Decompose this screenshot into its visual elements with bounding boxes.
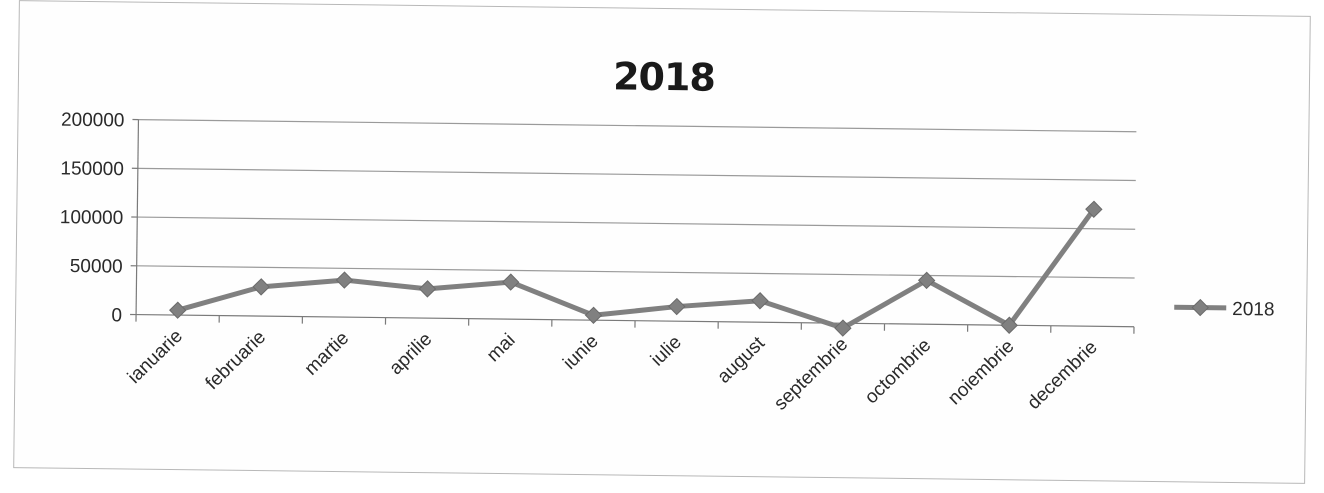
data-point xyxy=(834,319,852,337)
x-tick-label: februarie xyxy=(202,327,270,394)
data-point xyxy=(917,271,936,290)
legend-label: 2018 xyxy=(1232,299,1275,321)
x-tick-label: iunie xyxy=(559,331,602,374)
x-tick-label: septembrie xyxy=(770,334,852,415)
x-tick-label: noiembrie xyxy=(944,336,1018,409)
data-point xyxy=(252,278,270,296)
series-line xyxy=(177,207,1096,331)
data-point xyxy=(751,292,769,310)
gridline xyxy=(137,216,1136,230)
gridline xyxy=(138,118,1137,133)
chart-frame: 2018 0 50000 100000 150000 200000 ianuarie feb… xyxy=(13,0,1311,484)
x-tick-label: martie xyxy=(301,328,353,380)
y-tick-label: 100000 xyxy=(60,207,124,229)
data-point xyxy=(169,301,187,319)
x-tick-label: ianuarie xyxy=(124,326,187,388)
x-tick-label: mai xyxy=(483,330,520,366)
x-tick-label: aprilie xyxy=(385,329,436,379)
data-point xyxy=(668,297,686,316)
y-tick-label: 200000 xyxy=(61,110,125,132)
data-point xyxy=(584,306,603,325)
x-tick-label: iulie xyxy=(647,332,686,371)
data-point xyxy=(335,271,354,289)
y-tick-label: 0 xyxy=(111,305,122,326)
gridline xyxy=(137,167,1136,182)
x-tick-label: decembrie xyxy=(1023,337,1101,414)
x-tick-label: octombrie xyxy=(861,335,935,408)
data-point xyxy=(502,273,520,291)
y-tick-label: 150000 xyxy=(60,158,124,180)
data-point xyxy=(418,280,437,298)
x-tick-label: august xyxy=(714,332,770,387)
data-point xyxy=(1000,316,1018,334)
gridline xyxy=(136,265,1135,279)
data-point xyxy=(1085,200,1103,218)
legend-marker xyxy=(1191,298,1209,317)
line-chart: 0 50000 100000 150000 200000 ianuarie februari… xyxy=(60,110,1275,415)
y-tick-label: 50000 xyxy=(70,256,123,278)
y-axis xyxy=(135,119,140,315)
